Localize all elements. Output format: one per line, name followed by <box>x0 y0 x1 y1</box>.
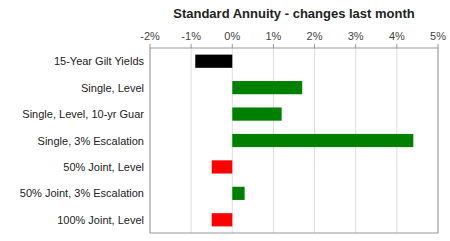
tick-mark <box>314 44 315 48</box>
bar <box>212 213 233 226</box>
bar <box>232 187 244 200</box>
tick-label: -1% <box>181 30 201 42</box>
bar <box>195 55 232 68</box>
chart-svg: Standard Annuity - changes last month -2%… <box>0 0 450 241</box>
bar <box>232 134 413 147</box>
tick-mark <box>438 44 439 48</box>
category-label: Single, Level <box>81 82 144 94</box>
tick-mark <box>273 44 274 48</box>
bar <box>212 160 233 173</box>
plot-frame <box>150 48 438 233</box>
tick-mark <box>191 44 192 48</box>
tick-label: 3% <box>348 30 364 42</box>
chart-title: Standard Annuity - changes last month <box>173 6 415 21</box>
tick-label: -2% <box>140 30 160 42</box>
tick-label: 2% <box>307 30 323 42</box>
category-label: 50% Joint, Level <box>63 161 144 173</box>
tick-mark <box>355 44 356 48</box>
tick-label: 5% <box>430 30 446 42</box>
tick-label: 1% <box>265 30 281 42</box>
tick-label: 4% <box>389 30 405 42</box>
grid <box>150 48 438 233</box>
category-label: 15-Year Gilt Yields <box>54 55 145 67</box>
tick-mark <box>396 44 397 48</box>
category-label: Single, 3% Escalation <box>38 135 144 147</box>
bar <box>232 107 281 120</box>
chart-container: Standard Annuity - changes last month -2%… <box>0 0 450 241</box>
category-label: 50% Joint, 3% Escalation <box>20 187 144 199</box>
tick-label: 0% <box>224 30 240 42</box>
tick-mark <box>232 44 233 48</box>
bar <box>232 81 302 94</box>
tick-mark <box>150 44 151 48</box>
category-label: 100% Joint, Level <box>57 214 144 226</box>
grid-line <box>191 48 192 233</box>
bars <box>195 55 413 227</box>
category-label: Single, Level, 10-yr Guar <box>22 108 144 120</box>
